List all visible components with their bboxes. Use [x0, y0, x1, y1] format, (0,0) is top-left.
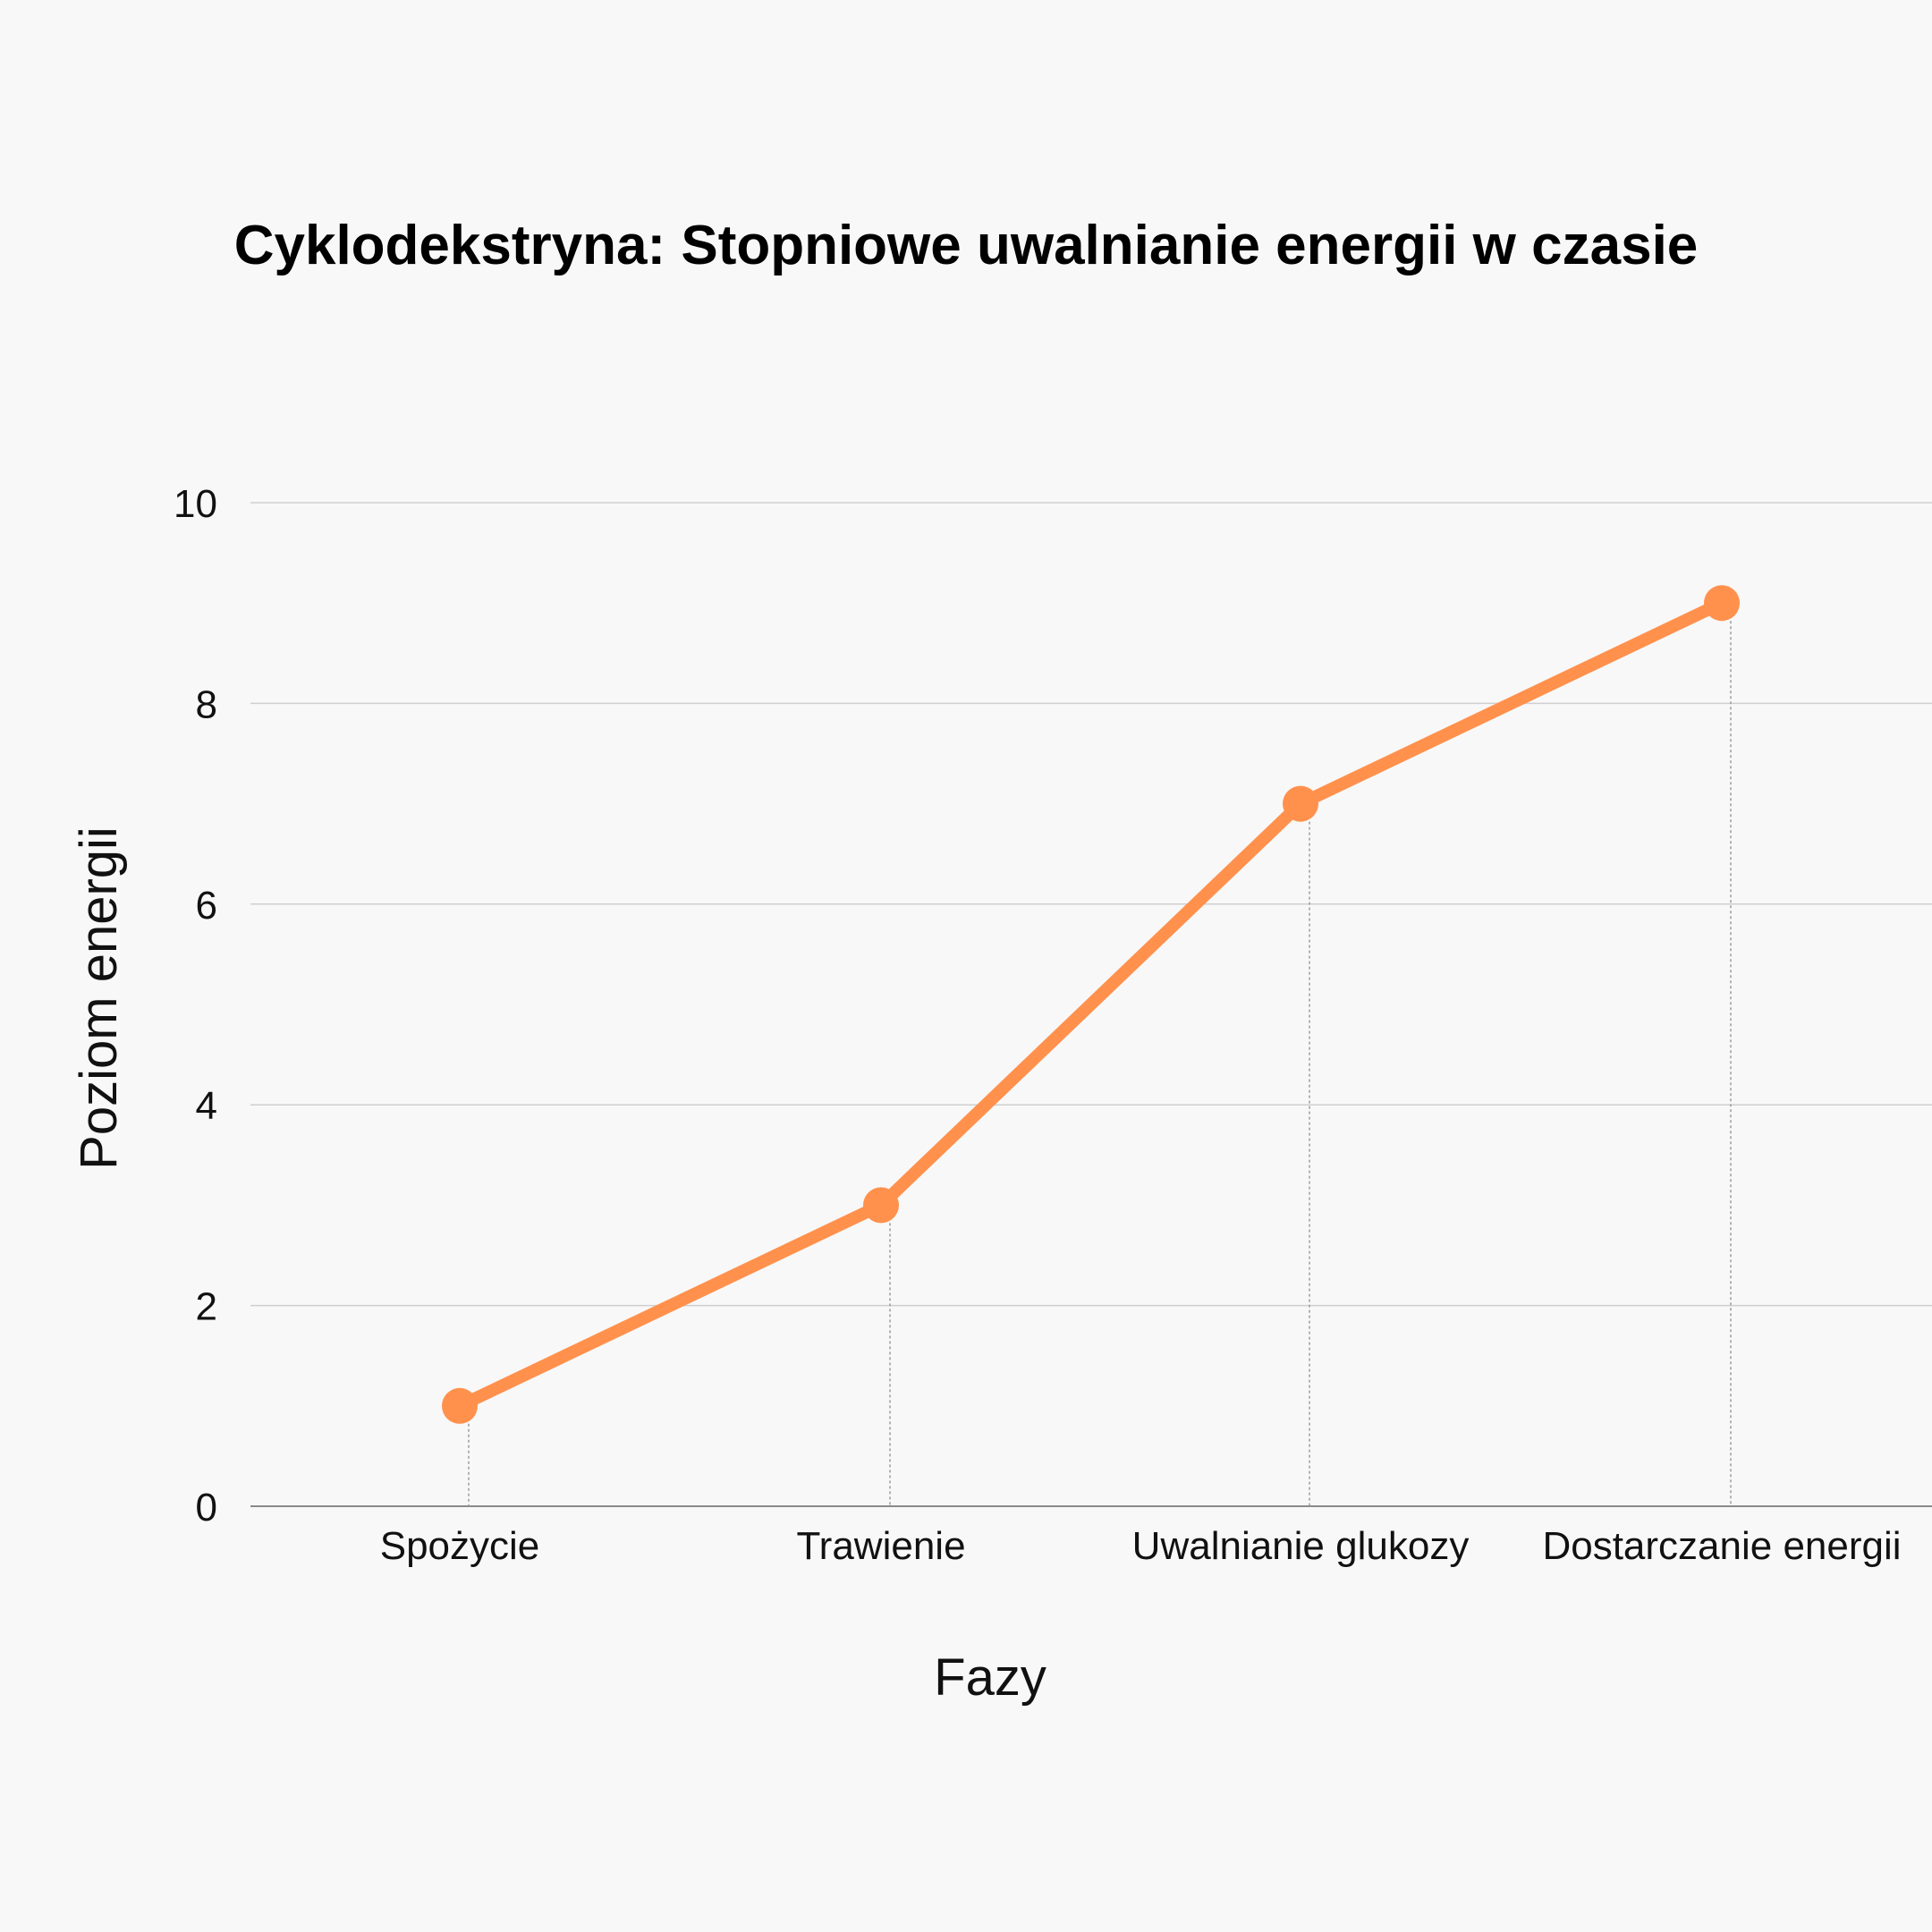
y-tick-label: 0: [196, 1486, 217, 1530]
y-axis-label: Poziom energii: [70, 826, 128, 1170]
x-tick-label: Uwalnianie glukozy: [1132, 1524, 1470, 1568]
x-tick-label: Dostarczanie energii: [1542, 1524, 1901, 1568]
x-tick-label: Trawienie: [796, 1524, 965, 1568]
x-axis-label: Fazy: [934, 1648, 1046, 1707]
y-tick-label: 10: [174, 482, 217, 526]
data-point: [1283, 785, 1318, 822]
data-point: [863, 1187, 899, 1224]
gridlines: [250, 502, 1932, 1307]
x-axis-ticks: Spożycie Trawienie Uwalnianie glukozy Dosta…: [380, 1524, 1902, 1568]
y-tick-label: 6: [196, 884, 217, 928]
y-tick-label: 8: [196, 682, 217, 726]
drop-lines: [468, 621, 1732, 1506]
y-axis-ticks: 0 2 4 6 8 10: [174, 482, 217, 1530]
chart-title: Cyklodekstryna: Stopniowe uwalnianie ene…: [234, 215, 1699, 276]
data-point: [1704, 585, 1740, 622]
series-group: [442, 585, 1740, 1424]
series-line: [453, 597, 1728, 1412]
y-tick-label: 2: [196, 1285, 217, 1329]
x-tick-label: Spożycie: [380, 1524, 540, 1568]
data-point: [442, 1387, 478, 1424]
y-tick-label: 4: [196, 1084, 217, 1128]
